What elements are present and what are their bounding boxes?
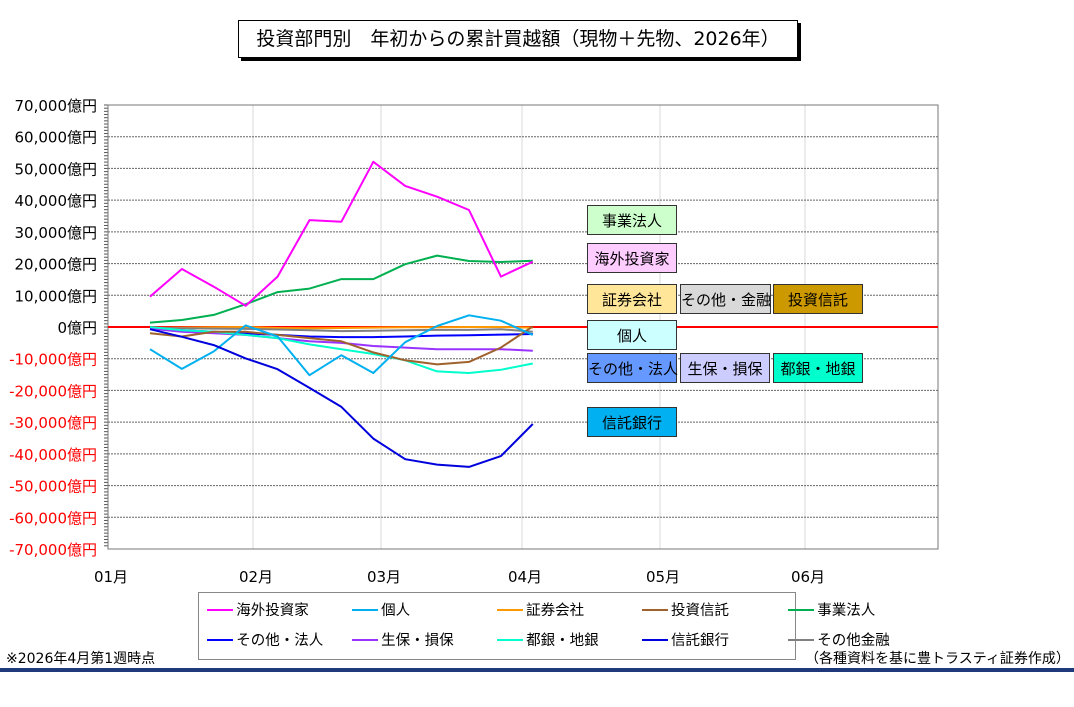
legend-label: 個人 (381, 603, 411, 619)
series-line-5 (149, 254, 533, 324)
y-tick-label: 70,000億円 (15, 97, 98, 115)
legend-item: 個人 (352, 599, 410, 620)
legend-line-swatch (788, 638, 815, 641)
series-tag: 個人 (587, 320, 677, 350)
x-tick-label: 04月 (508, 568, 542, 586)
y-tick-label: -40,000億円 (9, 446, 97, 464)
series-tag: 生保・損保 (680, 353, 770, 383)
legend-item: その他・法人 (207, 629, 323, 650)
legend-item: 海外投資家 (207, 599, 309, 620)
legend-item: 信託銀行 (641, 629, 729, 650)
legend-label: 都銀・地銀 (526, 633, 599, 649)
footnote-source: （各種資料を基に豊トラスティ証券作成） (805, 651, 1070, 667)
legend-line-swatch (352, 638, 379, 641)
legend-line-swatch (788, 608, 815, 611)
y-tick-label: 20,000億円 (15, 256, 98, 274)
y-tick-label: 0億円 (57, 319, 97, 337)
legend-line-swatch (641, 638, 668, 641)
legend-label: 投資信託 (670, 603, 729, 619)
legend-item: 証券会社 (497, 599, 584, 620)
series-tag: 投資信託 (773, 284, 863, 314)
series-line-2 (149, 314, 534, 377)
series-line-10 (149, 326, 533, 333)
y-tick-label: -50,000億円 (9, 478, 97, 496)
series-tag: その他・法人 (587, 353, 678, 383)
series-line-9 (149, 328, 534, 468)
line-chart: 01月 02月 03月 04月 05月 06月 70,000億円 60,000億円 50,000… (9, 97, 939, 586)
footnote-date: ※2026年4月第1週時点 (6, 651, 156, 667)
footer-bar (0, 668, 1074, 672)
series-tag: その他・金融 (680, 284, 771, 314)
series-tag: 都銀・地銀 (773, 353, 863, 383)
y-tick-label: -60,000億円 (9, 509, 97, 527)
y-tick-label: 50,000億円 (15, 160, 98, 178)
series-tag: 事業法人 (587, 205, 677, 235)
chart-legend: 海外投資家 個人 証券会社 投資信託 事業法人その他・法人 生保・損保 都銀・地銀 信託銀行 そ… (198, 592, 890, 660)
y-tick-label: -30,000億円 (9, 414, 97, 432)
legend-item: 投資信託 (641, 599, 729, 620)
legend-label: 生保・損保 (381, 633, 454, 649)
legend-label: 信託銀行 (670, 633, 729, 649)
legend-label: 海外投資家 (236, 603, 309, 619)
x-tick-label: 01月 (94, 568, 128, 586)
x-tick-label: 03月 (367, 568, 401, 586)
legend-label: 事業法人 (817, 603, 876, 619)
y-tick-label: 10,000億円 (15, 287, 98, 305)
legend-item: 都銀・地銀 (497, 629, 599, 650)
series-line-4 (149, 325, 534, 366)
y-tick-label: 30,000億円 (15, 224, 98, 242)
x-tick-label: 05月 (646, 568, 680, 586)
chart-title: 投資部門別 年初からの累計買越額（現物＋先物、2026年） (238, 20, 798, 58)
y-tick-label: 60,000億円 (15, 129, 98, 147)
legend-item: 事業法人 (788, 599, 875, 620)
y-tick-label: -20,000億円 (9, 382, 97, 400)
y-tick-label: -10,000億円 (9, 351, 97, 369)
y-tick-label: -70,000億円 (9, 541, 97, 559)
x-tick-label: 02月 (239, 568, 273, 586)
legend-label: その他金融 (817, 633, 890, 649)
series-tag: 信託銀行 (587, 407, 677, 437)
y-tick-label: 40,000億円 (15, 192, 98, 210)
series-line-1 (149, 160, 534, 307)
legend-line-swatch (641, 608, 668, 611)
legend-line-swatch (207, 638, 234, 641)
legend-label: その他・法人 (236, 633, 324, 649)
x-tick-label: 06月 (791, 568, 825, 586)
legend-line-swatch (352, 608, 379, 611)
legend-label: 証券会社 (526, 603, 585, 619)
legend-line-swatch (207, 608, 234, 611)
legend-item: 生保・損保 (352, 629, 454, 650)
series-tag: 証券会社 (587, 284, 677, 314)
legend-line-swatch (497, 608, 524, 611)
legend-item: その他金融 (788, 629, 890, 650)
series-tag: 海外投資家 (587, 243, 677, 273)
legend-line-swatch (497, 638, 524, 641)
